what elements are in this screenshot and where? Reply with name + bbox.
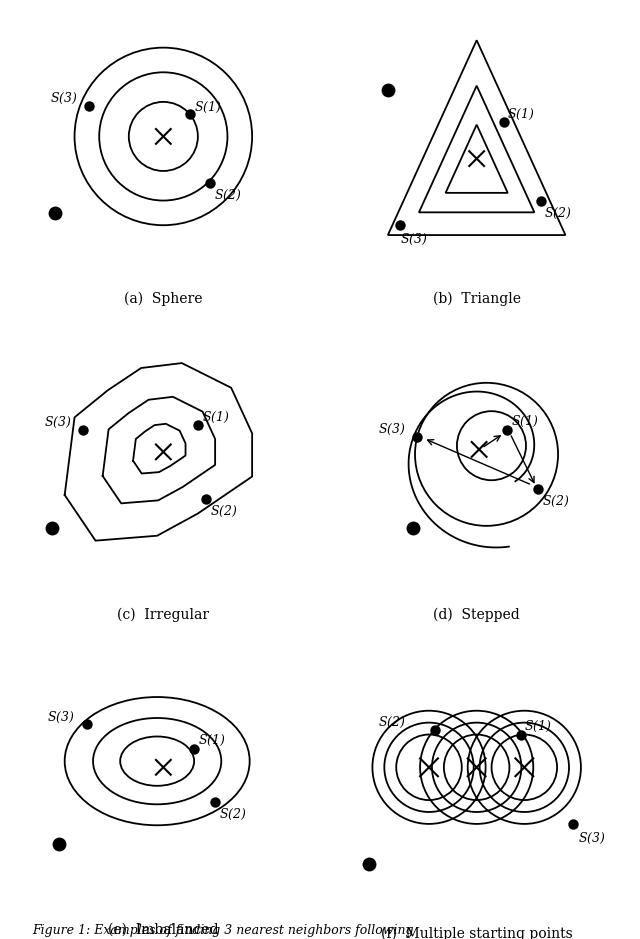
Text: (b)  Triangle: (b) Triangle — [433, 292, 521, 306]
Text: (d)  Stepped: (d) Stepped — [433, 608, 520, 622]
Text: $S$(2): $S$(2) — [214, 188, 241, 204]
Text: $S$(2): $S$(2) — [545, 206, 572, 221]
Text: $S$(1): $S$(1) — [511, 414, 539, 429]
Text: $S$(1): $S$(1) — [198, 732, 225, 748]
Text: $S$(3): $S$(3) — [578, 831, 605, 846]
Text: $S$(3): $S$(3) — [400, 231, 428, 247]
Text: Figure 1: Examples of finding 3 nearest neighbors following: Figure 1: Examples of finding 3 nearest … — [32, 924, 413, 937]
Text: $S$(3): $S$(3) — [44, 415, 72, 430]
Text: $S$(2): $S$(2) — [219, 807, 246, 822]
Text: $S$(3): $S$(3) — [47, 709, 75, 725]
Text: $S$(1): $S$(1) — [202, 410, 229, 425]
Text: $S$(1): $S$(1) — [524, 719, 552, 734]
Text: $S$(1): $S$(1) — [194, 100, 222, 115]
Text: $S$(3): $S$(3) — [378, 423, 406, 438]
Text: $S$(2): $S$(2) — [378, 715, 406, 730]
Text: (f)  Multiple starting points: (f) Multiple starting points — [381, 927, 573, 939]
Text: $S$(1): $S$(1) — [508, 107, 535, 122]
Text: (e)  Imbalanced: (e) Imbalanced — [108, 923, 219, 937]
Text: $S$(2): $S$(2) — [210, 503, 238, 519]
Text: (c)  Irregular: (c) Irregular — [117, 608, 209, 622]
Text: (a)  Sphere: (a) Sphere — [124, 292, 203, 306]
Text: $S$(3): $S$(3) — [50, 91, 77, 106]
Text: $S$(2): $S$(2) — [542, 494, 570, 509]
